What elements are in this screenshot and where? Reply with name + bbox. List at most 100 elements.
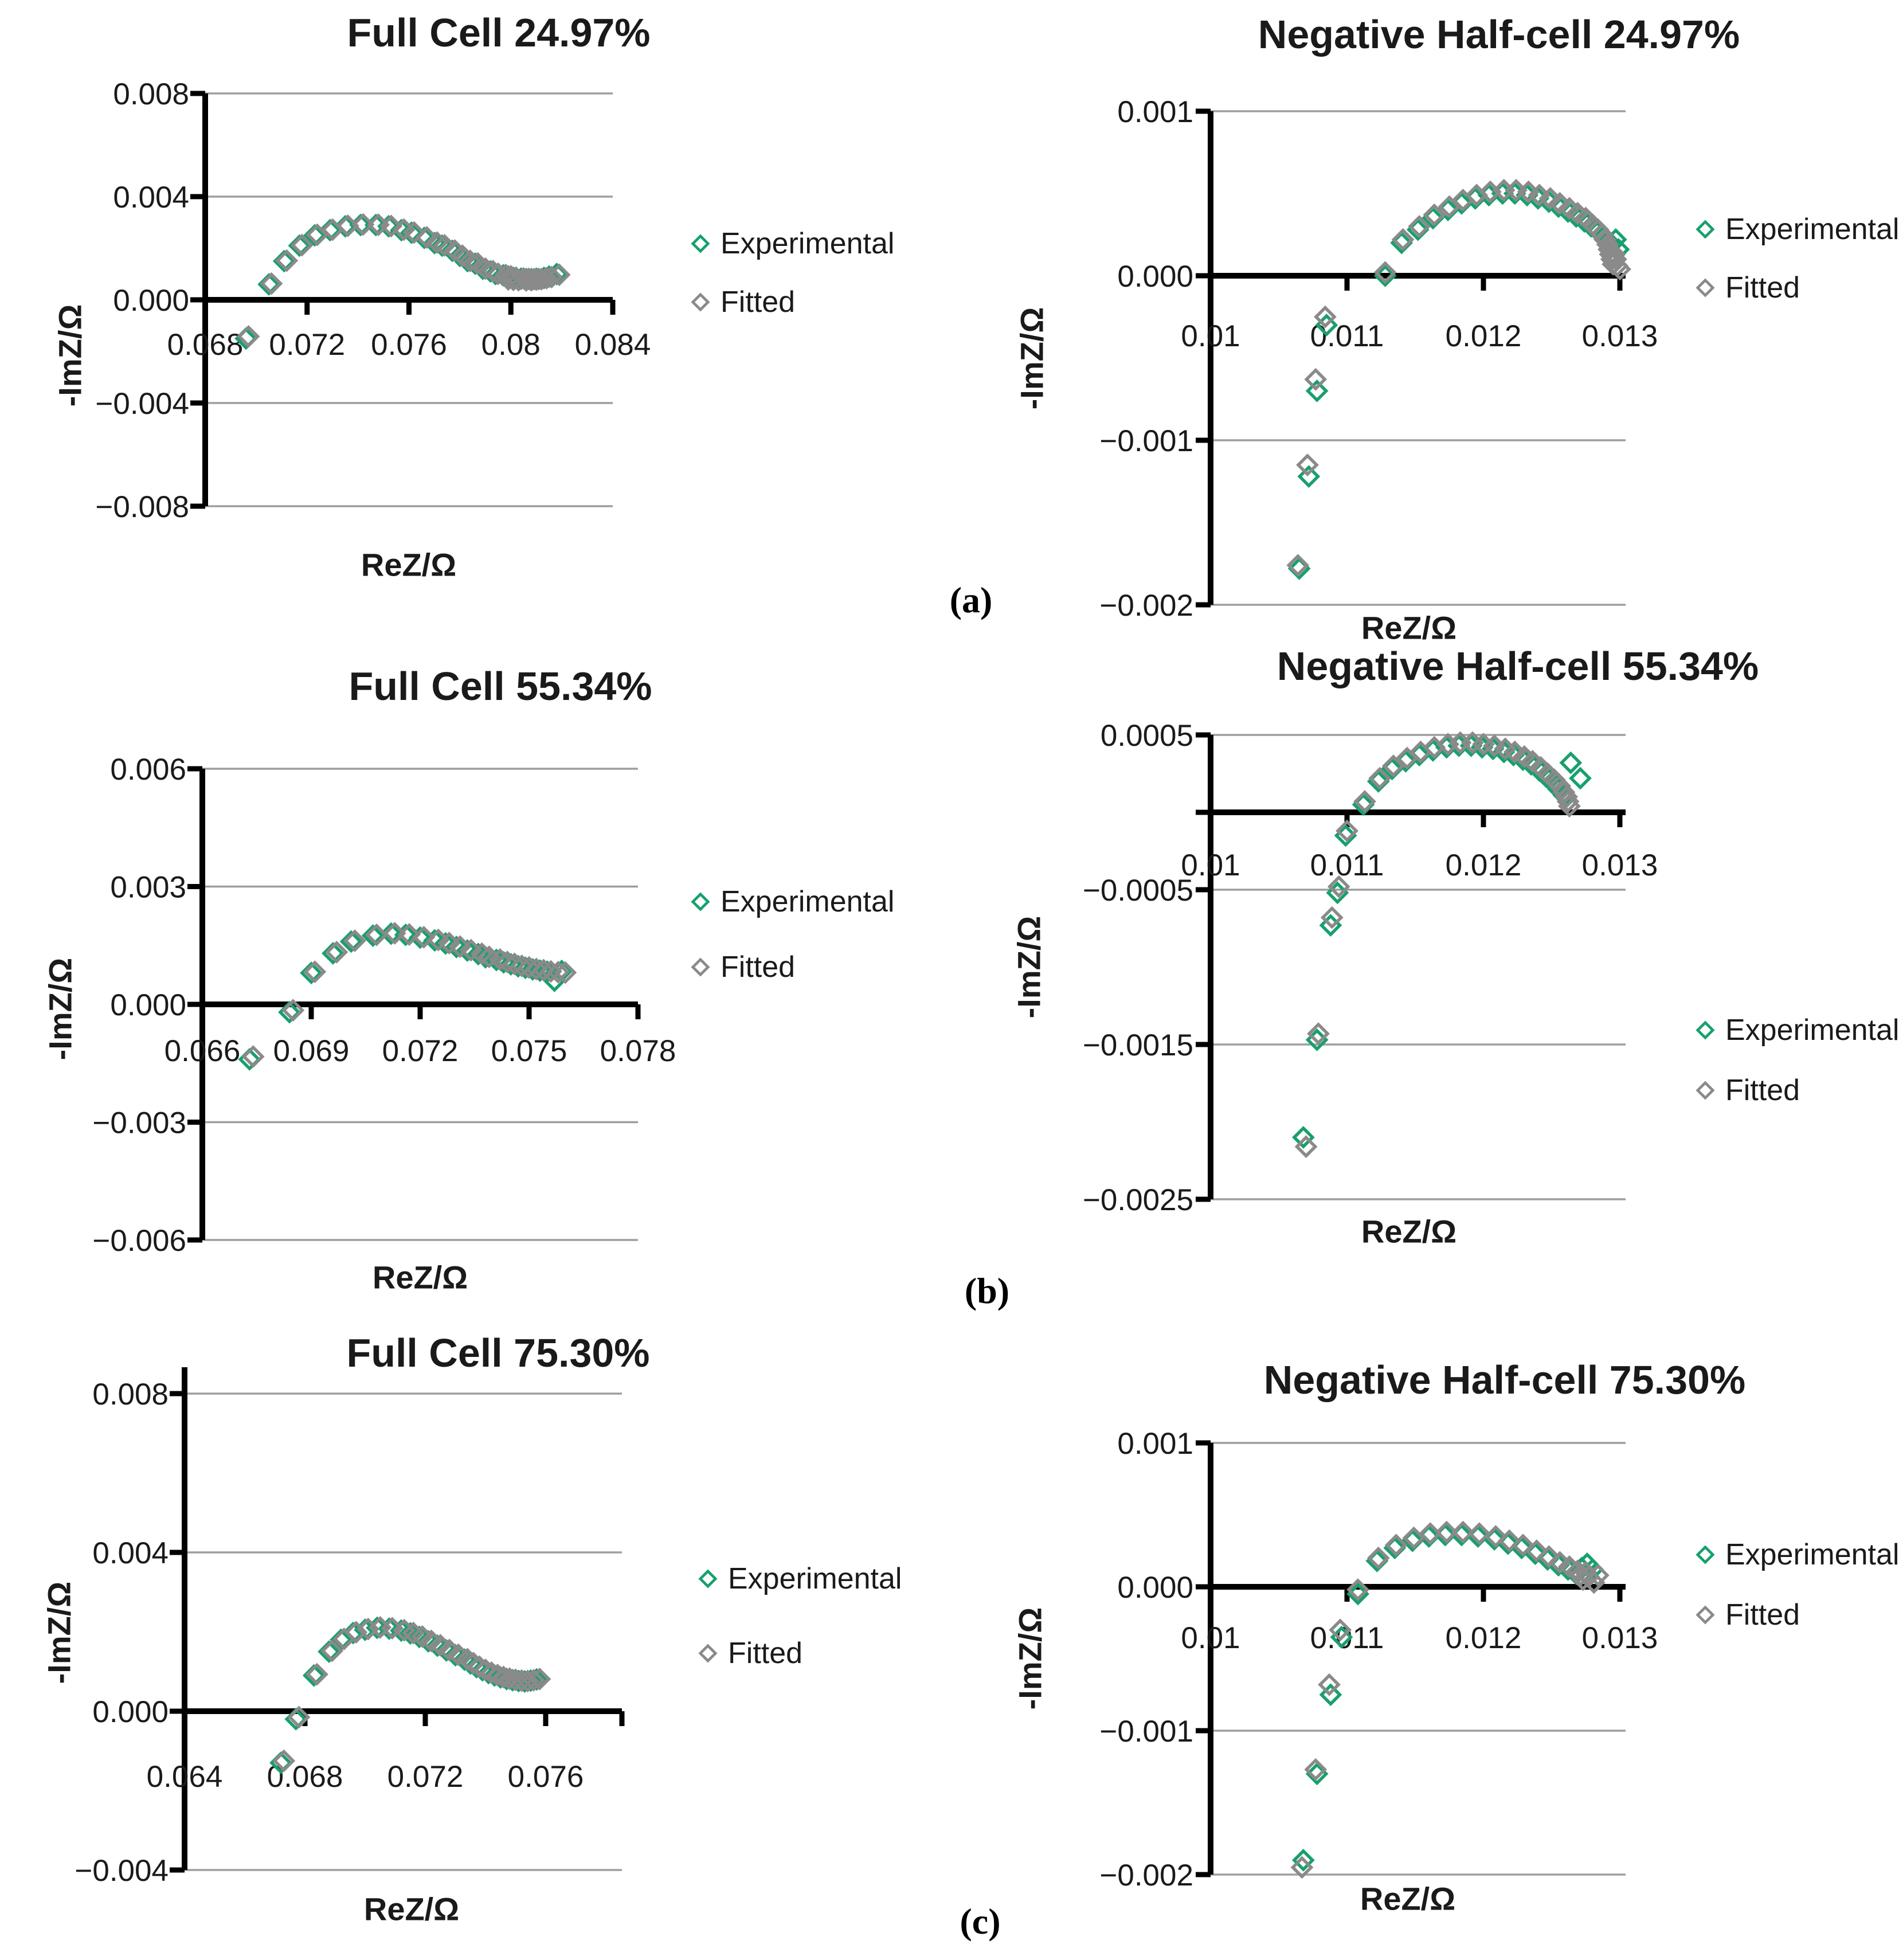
x-tick-label: 0.078 — [600, 1034, 676, 1068]
legend-label-experimental: Experimental — [728, 1562, 902, 1595]
panel-label-a: (a) — [949, 580, 993, 620]
x-tick-label: 0.013 — [1582, 848, 1658, 882]
fitted-diamond-icon — [1696, 278, 1715, 298]
y-tick-label: 0.000 — [113, 284, 189, 318]
y-axis-label: -ImZ/Ω — [42, 957, 79, 1061]
legend-label-experimental: Experimental — [721, 885, 895, 918]
legend-item-fitted: Fitted — [1696, 1073, 1800, 1108]
chart-title: Full Cell 24.97% — [347, 10, 651, 55]
y-tick-label: 0.008 — [92, 1378, 169, 1411]
y-tick-label: 0.000 — [110, 988, 186, 1022]
y-tick-label: 0.004 — [113, 181, 189, 214]
legend-item-fitted: Fitted — [691, 950, 795, 984]
experimental-diamond-icon — [691, 234, 710, 253]
series-experimental — [1291, 734, 1592, 1149]
legend-item-experimental: Experimental — [1696, 1013, 1899, 1047]
x-tick-label: 0.076 — [371, 328, 447, 362]
x-axis-label: ReZ/Ω — [361, 546, 457, 583]
x-tick-label: 0.084 — [575, 328, 651, 362]
x-tick-label: 0.072 — [387, 1760, 464, 1794]
plot-negative-half-cell-55-34: 0.01 0.011 0.012 0.013 0.0005 −0.0005 −0.0015 −… — [1083, 719, 1658, 1217]
series-fitted — [1290, 1520, 1610, 1879]
chart-title: Negative Half-cell 75.30% — [1263, 1357, 1746, 1402]
y-tick-label: 0.000 — [1117, 260, 1193, 294]
plot-full-cell-55-34: 0.066 0.069 0.072 0.075 0.078 0.006 0.003 0.000… — [92, 753, 676, 1258]
x-axis-label: ReZ/Ω — [363, 1891, 460, 1927]
y-tick-label: 0.008 — [113, 77, 189, 111]
fitted-diamond-icon — [1696, 1081, 1715, 1100]
x-tick-label: 0.012 — [1446, 319, 1522, 353]
x-tick-label: 0.075 — [491, 1034, 567, 1068]
y-tick-label: −0.001 — [1099, 1715, 1193, 1748]
chart-title: Negative Half-cell 24.97% — [1258, 12, 1740, 57]
plot-full-cell-75-30: 0.064 0.068 0.072 0.0760.0080.0040.000−0.00… — [75, 1367, 625, 1888]
legend-label-experimental: Experimental — [1725, 213, 1899, 246]
y-tick-label: −0.006 — [92, 1224, 186, 1258]
fitted-diamond-icon — [691, 957, 710, 977]
experimental-diamond-icon — [1696, 1545, 1715, 1564]
experimental-diamond-icon — [691, 892, 710, 911]
y-tick-label: −0.008 — [95, 490, 189, 524]
series-experimental — [1287, 182, 1630, 580]
x-tick-label: 0.011 — [1310, 848, 1384, 882]
fitted-diamond-icon — [691, 292, 710, 312]
legend-item-experimental: Experimental — [698, 1562, 902, 1596]
legend-label-experimental: Experimental — [1725, 1538, 1899, 1571]
legend-item-fitted: Fitted — [698, 1636, 802, 1671]
x-tick-label: 0.069 — [273, 1034, 350, 1068]
chart-title: Full Cell 55.34% — [349, 664, 652, 709]
legend-item-experimental: Experimental — [691, 885, 894, 919]
y-tick-label: 0.001 — [1117, 95, 1193, 129]
y-axis-label: -ImZ/Ω — [1013, 307, 1050, 410]
plot-negative-half-cell-24-97: 0.01 0.011 0.012 0.013 0.001 0.000 −0.001 −0.00… — [1099, 95, 1658, 623]
x-axis-label: ReZ/Ω — [1361, 609, 1457, 646]
fitted-diamond-icon — [1696, 1605, 1715, 1625]
x-axis-label: ReZ/Ω — [1360, 1880, 1456, 1917]
x-tick-label: 0.068 — [167, 328, 244, 362]
legend-label-fitted: Fitted — [1725, 1074, 1800, 1107]
plot-full-cell-24-97: 0.068 0.072 0.076 0.08 0.084 0.008 0.004 0.000 −… — [95, 77, 651, 524]
legend-item-fitted: Fitted — [1696, 1598, 1800, 1632]
x-tick-label: 0.064 — [147, 1760, 223, 1794]
y-tick-label: −0.001 — [1099, 424, 1193, 458]
series-fitted — [272, 1615, 551, 1773]
legend-label-fitted: Fitted — [721, 285, 796, 319]
chart-title: Full Cell 75.30% — [346, 1331, 650, 1375]
chart-title: Negative Half-cell 55.34% — [1277, 644, 1759, 688]
experimental-diamond-icon — [698, 1569, 718, 1589]
x-tick-label: 0.011 — [1310, 319, 1384, 353]
legend-item-fitted: Fitted — [1696, 271, 1800, 305]
x-tick-label: 0.072 — [269, 328, 345, 362]
y-tick-label: 0.000 — [92, 1695, 169, 1729]
y-axis-label: -ImZ/Ω — [41, 1581, 77, 1684]
y-tick-label: −0.0025 — [1083, 1183, 1193, 1217]
y-tick-label: −0.0015 — [1083, 1028, 1193, 1062]
series-fitted — [241, 922, 577, 1068]
y-tick-label: −0.003 — [92, 1106, 186, 1140]
legend-label-fitted: Fitted — [728, 1637, 803, 1670]
legend-label-fitted: Fitted — [1725, 1598, 1800, 1632]
y-tick-label: 0.000 — [1117, 1571, 1193, 1605]
y-axis-label: -ImZ/Ω — [1012, 1607, 1048, 1710]
series-experimental — [1291, 1523, 1604, 1872]
x-axis-label: ReZ/Ω — [372, 1259, 468, 1296]
x-tick-label: 0.072 — [382, 1034, 459, 1068]
x-tick-label: 0.01 — [1181, 319, 1240, 353]
panel-label-c: (c) — [960, 1901, 1001, 1942]
series-fitted — [237, 213, 571, 348]
y-tick-label: 0.004 — [92, 1536, 169, 1570]
series-fitted — [1294, 731, 1581, 1159]
y-axis-label: -ImZ/Ω — [1011, 916, 1047, 1019]
fitted-diamond-icon — [698, 1644, 718, 1663]
plot-negative-half-cell-75-30: 0.01 0.011 0.012 0.0130.0010.000−0.001−0.00… — [1099, 1427, 1658, 1892]
legend-label-fitted: Fitted — [1725, 271, 1800, 304]
y-tick-label: −0.002 — [1099, 589, 1193, 623]
legend-label-experimental: Experimental — [721, 227, 895, 260]
x-tick-label: 0.066 — [165, 1034, 241, 1068]
legend-label-experimental: Experimental — [1725, 1014, 1899, 1047]
experimental-diamond-icon — [1696, 220, 1715, 239]
y-axis-label: -ImZ/Ω — [52, 304, 88, 407]
legend-item-experimental: Experimental — [1696, 1538, 1899, 1572]
